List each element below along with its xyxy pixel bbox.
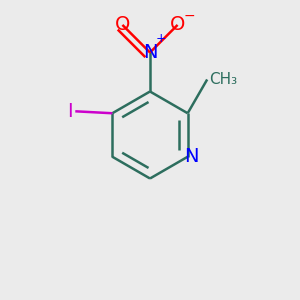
- Text: I: I: [67, 102, 73, 121]
- Text: −: −: [183, 9, 195, 23]
- Text: N: N: [143, 43, 157, 62]
- Text: O: O: [115, 15, 130, 34]
- Text: CH₃: CH₃: [209, 72, 237, 87]
- Text: O: O: [170, 15, 185, 34]
- Text: +: +: [155, 32, 166, 46]
- Text: N: N: [184, 147, 199, 166]
